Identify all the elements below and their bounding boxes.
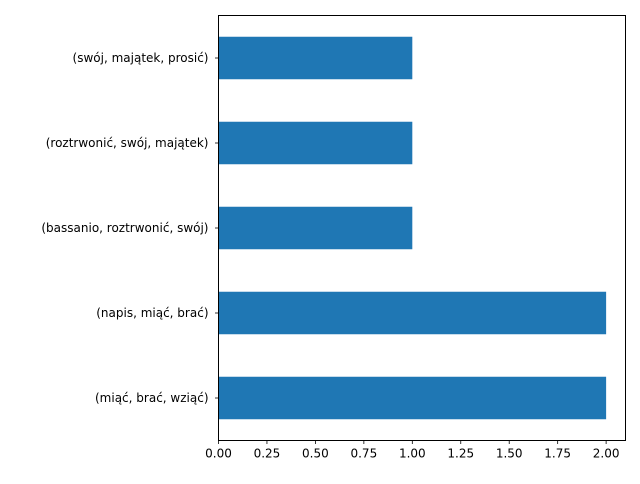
x-tick-label: 1.25: [447, 447, 474, 461]
bar-roztrwonic-swoj-majatek: [218, 121, 413, 165]
bar-bassanio-roztrwonic-swoj: [218, 206, 413, 250]
x-tick-label: 2.00: [593, 447, 620, 461]
bar-miac-brac-wziac: [218, 376, 607, 420]
x-tick-label: 0.75: [350, 447, 377, 461]
y-tick-label: (bassanio, roztrwonić, swój): [41, 221, 208, 235]
x-tick-label: 0.25: [254, 447, 281, 461]
x-ticks: 0.00 0.25 0.50 0.75 1.00 1.25 1.50 1.75 2.00: [205, 440, 620, 461]
bars-layer: [218, 36, 607, 420]
y-tick-label: (roztrwonić, swój, majątek): [46, 136, 209, 150]
x-tick-label: 1.00: [399, 447, 426, 461]
y-tick-label: (miąć, brać, wziąć): [95, 391, 209, 405]
y-tick-label: (swój, majątek, prosić): [73, 51, 209, 65]
x-tick-label: 0.50: [302, 447, 329, 461]
bar-swoj-majatek-prosic: [218, 36, 413, 80]
y-ticks: (swój, majątek, prosić) (roztrwonić, swój…: [41, 51, 219, 405]
x-tick-label: 1.75: [544, 447, 571, 461]
bar-napis-miac-brac: [218, 291, 607, 335]
x-tick-label: 0.00: [205, 447, 232, 461]
y-tick-label: (napis, miąć, brać): [96, 306, 208, 320]
x-tick-label: 1.50: [496, 447, 523, 461]
